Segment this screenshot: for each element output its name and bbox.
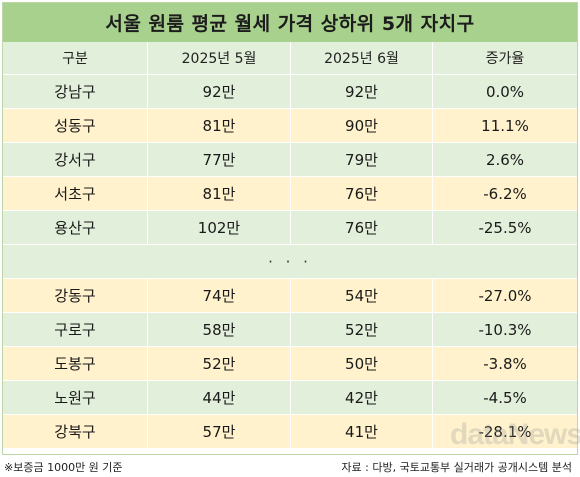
district-cell: 성동구 (3, 109, 148, 142)
rate-cell: 0.0% (433, 75, 577, 108)
table-row: 강남구 92만 92만 0.0% (3, 75, 577, 109)
footnote: ※보증금 1000만 원 기준 (4, 461, 123, 474)
header-june: 2025년 6월 (291, 42, 433, 74)
may-cell: 81만 (148, 109, 291, 142)
district-cell: 노원구 (3, 381, 148, 414)
june-cell: 76만 (291, 211, 433, 244)
header-district: 구분 (3, 42, 148, 74)
rate-cell: -28.1% (433, 415, 577, 448)
rate-cell: -3.8% (433, 347, 577, 380)
table-row: 강북구 57만 41만 -28.1% (3, 415, 577, 449)
table-row: 강동구 74만 54만 -27.0% (3, 279, 577, 313)
rate-cell: -6.2% (433, 177, 577, 210)
rate-cell: 2.6% (433, 143, 577, 176)
may-cell: 58만 (148, 313, 291, 346)
district-cell: 강북구 (3, 415, 148, 448)
may-cell: 102만 (148, 211, 291, 244)
header-rate: 증가율 (485, 51, 525, 67)
rent-table: 구분 2025년 5월 2025년 6월 증가율 강남구 92만 92만 0.0… (3, 42, 577, 449)
district-cell: 구로구 (3, 313, 148, 346)
district-cell: 강서구 (3, 143, 148, 176)
june-cell: 76만 (291, 177, 433, 210)
table-row: 용산구 102만 76만 -25.5% (3, 211, 577, 245)
june-cell: 92만 (291, 75, 433, 108)
june-cell: 42만 (291, 381, 433, 414)
table-header-row: 구분 2025년 5월 2025년 6월 증가율 (3, 42, 577, 75)
header-may: 2025년 5월 (148, 42, 291, 74)
table-row: 구로구 58만 52만 -10.3% (3, 313, 577, 347)
june-cell: 41만 (291, 415, 433, 448)
table-row: 도봉구 52만 50만 -3.8% (3, 347, 577, 381)
rate-cell: -27.0% (433, 279, 577, 312)
june-cell: 52만 (291, 313, 433, 346)
source-note: 자료 : 다방, 국토교통부 실거래가 공개시스템 분석 (341, 461, 572, 474)
may-cell: 52만 (148, 347, 291, 380)
may-cell: 44만 (148, 381, 291, 414)
district-cell: 서초구 (3, 177, 148, 210)
table-card: 서울 원룸 평균 월세 가격 상하위 5개 자치구 구분 2025년 5월 20… (2, 2, 578, 455)
rate-cell: 11.1% (433, 109, 577, 142)
table-row: 노원구 44만 42만 -4.5% (3, 381, 577, 415)
rate-cell: -25.5% (433, 211, 577, 244)
district-cell: 강동구 (3, 279, 148, 312)
table-row: 강서구 77만 79만 2.6% (3, 143, 577, 177)
district-cell: 강남구 (3, 75, 148, 108)
june-cell: 90만 (291, 109, 433, 142)
ellipsis-separator: · · · (3, 245, 577, 279)
may-cell: 74만 (148, 279, 291, 312)
rate-cell: -10.3% (433, 313, 577, 346)
june-cell: 50만 (291, 347, 433, 380)
june-cell: 54만 (291, 279, 433, 312)
may-cell: 92만 (148, 75, 291, 108)
rate-cell: -4.5% (433, 381, 577, 414)
june-cell: 79만 (291, 143, 433, 176)
table-row: 성동구 81만 90만 11.1% (3, 109, 577, 143)
table-footer: ※보증금 1000만 원 기준 자료 : 다방, 국토교통부 실거래가 공개시스… (4, 459, 572, 475)
table-row: 서초구 81만 76만 -6.2% (3, 177, 577, 211)
district-cell: 도봉구 (3, 347, 148, 380)
may-cell: 77만 (148, 143, 291, 176)
may-cell: 57만 (148, 415, 291, 448)
may-cell: 81만 (148, 177, 291, 210)
table-title: 서울 원룸 평균 월세 가격 상하위 5개 자치구 (3, 3, 577, 42)
district-cell: 용산구 (3, 211, 148, 244)
